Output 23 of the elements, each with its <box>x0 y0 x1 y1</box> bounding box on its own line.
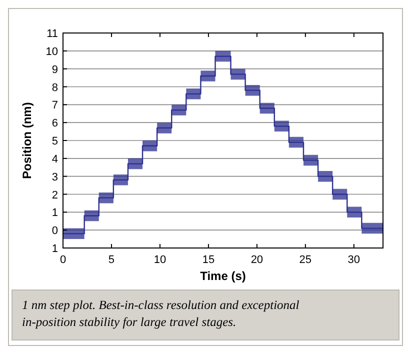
y-tick-label: 10 <box>46 46 58 58</box>
y-tick-label: 1 <box>52 207 58 220</box>
x-tick-label: 5 <box>108 254 115 266</box>
y-tick-label: 3 <box>52 171 58 184</box>
y-tick-label: 4 <box>52 153 58 166</box>
x-tick-label: 30 <box>348 254 360 266</box>
y-tick-label: 11 <box>46 28 58 40</box>
y-tick-label: 2 <box>52 189 58 202</box>
y-tick-label: 9 <box>52 64 58 76</box>
x-tick-label: 0 <box>60 254 66 266</box>
x-tick-label: 20 <box>250 254 264 266</box>
y-tick-label: 5 <box>52 136 58 148</box>
y-axis-title: Position (nm) <box>20 102 34 179</box>
y-tick-label: 1 <box>52 243 58 255</box>
x-tick-label: 15 <box>202 254 215 266</box>
y-tick-label: 7 <box>52 100 58 112</box>
y-tick-label: 8 <box>52 82 58 94</box>
y-tick-label: 6 <box>52 118 58 130</box>
x-axis-title: Time (s) <box>200 269 246 283</box>
x-tick-label: 25 <box>299 254 312 266</box>
y-tick-label: 0 <box>52 225 58 238</box>
text: 1 nm step plot. Best-in-class resolution and exceptional in-position stability for large travel stages. <box>22 298 300 329</box>
x-tick-label: 10 <box>154 254 166 266</box>
